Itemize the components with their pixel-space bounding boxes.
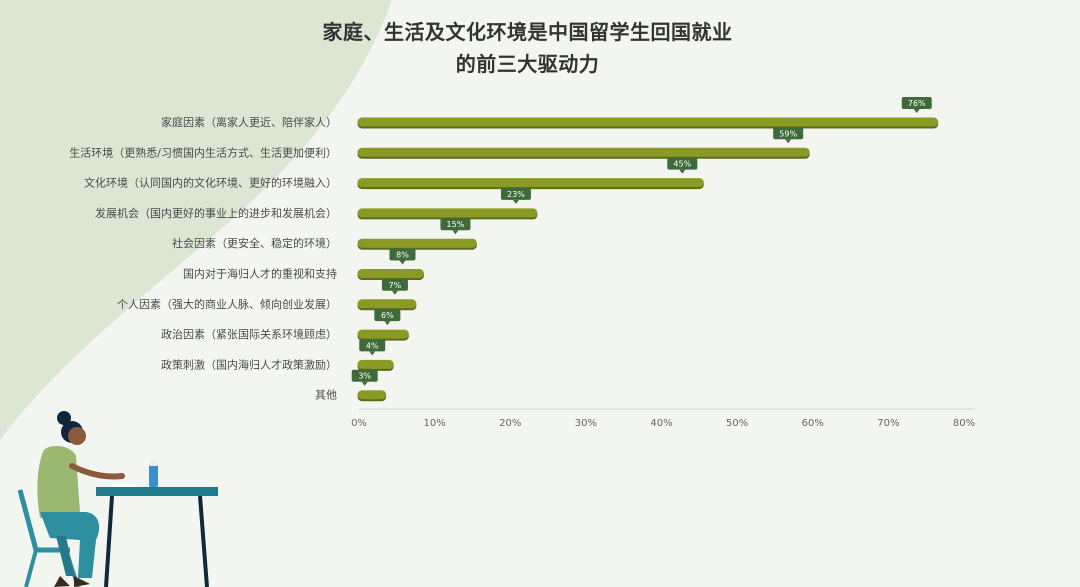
value-bubble — [374, 309, 401, 322]
chart-title-line-1: 家庭、生活及文化环境是中国留学生回国就业 — [322, 20, 733, 44]
category-label: 其他 — [315, 389, 337, 402]
value-bubble-pointer — [391, 290, 398, 295]
value-bubble — [500, 187, 531, 200]
category-label: 国内对于海归人才的重视和支持 — [183, 267, 337, 281]
value-bubble-pointer — [369, 351, 376, 356]
category-label: 生活环境（更熟悉/习惯国内生活方式、生活更加便利） — [69, 145, 337, 159]
category-label: 文化环境（认同国内的文化环境、更好的环境融入） — [84, 176, 337, 190]
value-label: 59% — [779, 129, 797, 138]
value-label: 3% — [358, 372, 371, 381]
water-bottle-icon — [149, 460, 158, 487]
value-bubble — [359, 339, 386, 352]
category-label: 政策刺激（国内海归人才政策激励） — [161, 357, 337, 371]
category-label: 发展机会（国内更好的事业上的进步和发展机会） — [95, 206, 337, 220]
value-label: 4% — [366, 341, 379, 350]
table-icon — [96, 487, 218, 587]
value-label: 23% — [507, 190, 525, 199]
value-label: 76% — [908, 99, 926, 108]
value-bubble — [351, 369, 378, 382]
value-bubble-pointer — [361, 381, 368, 386]
x-tick-label: 0% — [351, 418, 367, 429]
category-label: 个人因素（强大的商业人脉、倾向创业发展） — [117, 297, 337, 311]
value-label: 7% — [389, 281, 402, 290]
category-label: 社会因素（更安全、稳定的环境） — [172, 236, 337, 250]
value-label: 45% — [673, 160, 691, 169]
x-tick-label: 20% — [499, 418, 521, 429]
value-bubble — [389, 248, 416, 261]
value-bubble-pointer — [913, 109, 920, 113]
category-label: 家庭因素（离家人更近、陪伴家人） — [161, 115, 337, 129]
value-bubble — [667, 157, 698, 170]
value-bubble-pointer — [785, 139, 792, 144]
value-label: 8% — [396, 251, 409, 260]
category-label: 政治因素（紧张国际关系环境顾虑） — [161, 327, 337, 341]
x-tick-label: 10% — [424, 418, 446, 429]
person-icon — [37, 411, 125, 587]
value-label: 6% — [381, 311, 394, 320]
x-tick-label: 80% — [953, 418, 975, 429]
value-bubble — [901, 97, 932, 109]
x-tick-label: 70% — [877, 418, 899, 429]
paper-icon — [112, 484, 136, 487]
value-bubble — [440, 218, 471, 231]
x-tick-label: 60% — [802, 418, 824, 429]
woman-at-table-illustration — [17, 411, 218, 587]
value-bubble — [381, 278, 408, 291]
chart-title-line-2: 的前三大驱动力 — [455, 52, 600, 76]
value-bubble-pointer — [399, 260, 406, 265]
x-tick-label: 30% — [575, 418, 597, 429]
x-tick-label: 50% — [726, 418, 748, 429]
value-bubble — [773, 127, 804, 140]
value-bubble-pointer — [512, 199, 519, 204]
value-bubble-pointer — [452, 230, 459, 235]
value-bubble-pointer — [679, 169, 686, 174]
value-bubble-pointer — [384, 321, 391, 326]
x-tick-label: 40% — [650, 418, 672, 429]
value-label: 15% — [447, 220, 465, 229]
background-blob-shape — [0, 0, 392, 440]
